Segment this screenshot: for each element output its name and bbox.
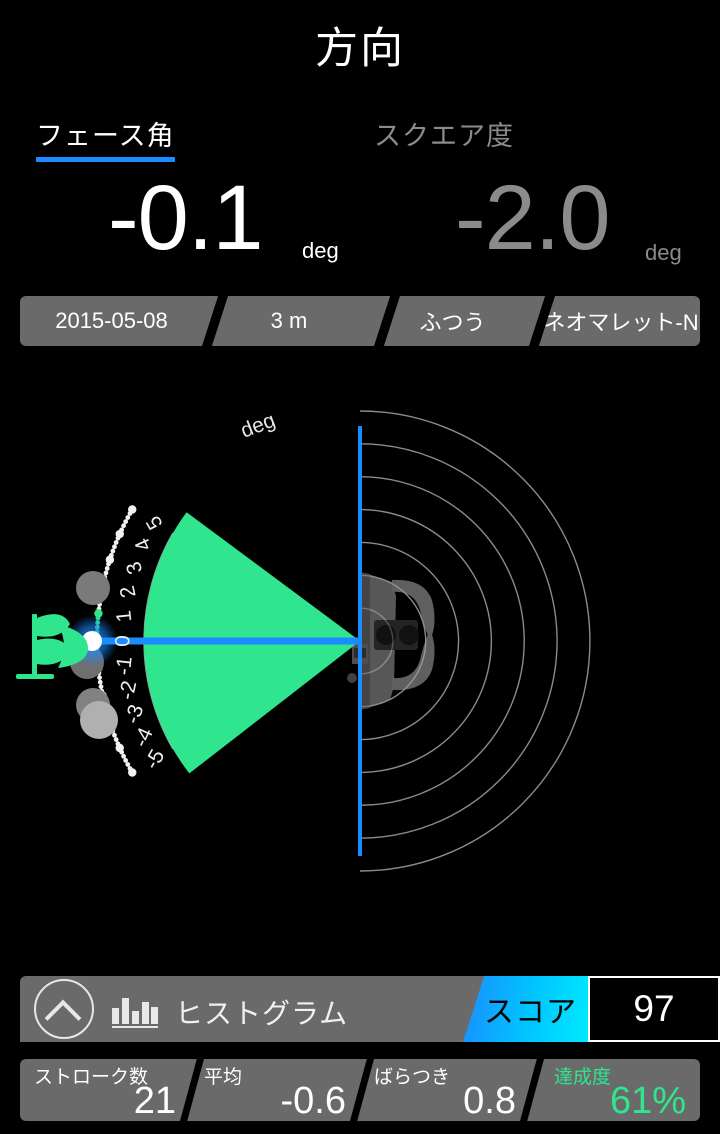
tab-square-degree[interactable]: スクエア度 bbox=[374, 114, 514, 153]
square-degree-unit: deg bbox=[645, 240, 682, 265]
svg-text:-3: -3 bbox=[121, 702, 149, 727]
stat-average-value: -0.6 bbox=[280, 1080, 346, 1121]
stat-average-label: 平均 bbox=[204, 1067, 243, 1088]
stat-variance: ばらつき 0.8 bbox=[360, 1059, 530, 1121]
svg-text:-2: -2 bbox=[115, 679, 141, 702]
face-angle-unit: deg bbox=[302, 238, 339, 263]
stat-variance-value: 0.8 bbox=[463, 1080, 516, 1121]
stat-achievement-label: 達成度 bbox=[554, 1067, 612, 1088]
deg-unit-label: deg bbox=[238, 409, 279, 443]
score-badge-label: スコア bbox=[484, 996, 577, 1029]
breadcrumb-item-date-label: 2015-05-08 bbox=[55, 308, 168, 333]
svg-text:0: 0 bbox=[112, 635, 135, 647]
face-angle-value: -0.1 bbox=[108, 167, 264, 269]
bottom-panel: ヒストグラム スコア 97 ストローク数 21 平均 -0.6 ばらつき 0.8 bbox=[0, 965, 720, 1134]
tab-active-underline bbox=[36, 157, 175, 162]
stat-achievement: 達成度 61% bbox=[530, 1059, 700, 1121]
direction-radar-chart: 54 3 2 1 0 -1 -2-3-4-5 deg bbox=[16, 409, 591, 872]
stat-achievement-value: 61% bbox=[609, 1080, 686, 1121]
svg-text:-4: -4 bbox=[129, 724, 158, 751]
chevron-up-glyph bbox=[44, 999, 82, 1037]
svg-text:2: 2 bbox=[116, 584, 141, 600]
breadcrumb-item-distance[interactable]: 3 m bbox=[203, 296, 375, 346]
svg-text:3: 3 bbox=[122, 559, 147, 577]
bar-chart-icon bbox=[112, 994, 158, 1028]
svg-text:1: 1 bbox=[112, 609, 136, 623]
score-value-box: 97 bbox=[588, 976, 720, 1042]
breadcrumb-item-club[interactable]: ネオマレット-N bbox=[530, 296, 700, 346]
histogram-label: ヒストグラム bbox=[175, 998, 349, 1029]
flag-icon bbox=[16, 614, 88, 679]
stat-average: 平均 -0.6 bbox=[190, 1059, 360, 1121]
score-badge[interactable]: スコア bbox=[463, 976, 588, 1042]
breadcrumb-item-condition-label: ふつう bbox=[419, 310, 486, 335]
stat-variance-label: ばらつき bbox=[374, 1067, 451, 1088]
breadcrumb-item-condition[interactable]: ふつう bbox=[375, 296, 530, 346]
score-value: 97 bbox=[633, 988, 675, 1029]
stat-stroke-count-label: ストローク数 bbox=[34, 1067, 149, 1088]
svg-text:-1: -1 bbox=[112, 655, 137, 676]
page-title: 方向 bbox=[315, 25, 405, 73]
tab-face-angle[interactable]: フェース角 bbox=[36, 114, 175, 162]
putter-head-icon bbox=[347, 572, 435, 710]
tab-face-angle-label: フェース角 bbox=[36, 121, 175, 151]
breadcrumb: 2015-05-08 3 m ふつう ネオマレット-N bbox=[20, 296, 700, 346]
svg-text:4: 4 bbox=[130, 534, 156, 554]
svg-text:5: 5 bbox=[142, 512, 168, 534]
chevron-up-icon[interactable] bbox=[34, 979, 94, 1039]
breadcrumb-item-club-label: ネオマレット-N bbox=[543, 310, 699, 335]
square-degree-value: -2.0 bbox=[455, 167, 611, 269]
stats-row: ストローク数 21 平均 -0.6 ばらつき 0.8 達成度 61% bbox=[20, 1059, 700, 1121]
svg-text:-5: -5 bbox=[140, 746, 169, 774]
breadcrumb-item-date[interactable]: 2015-05-08 bbox=[20, 296, 203, 346]
histogram-bar: ヒストグラム スコア 97 bbox=[20, 976, 720, 1042]
stat-stroke-count-value: 21 bbox=[133, 1080, 176, 1121]
breadcrumb-item-distance-label: 3 m bbox=[270, 308, 308, 333]
stat-stroke-count: ストローク数 21 bbox=[20, 1059, 190, 1121]
tab-square-degree-label: スクエア度 bbox=[374, 121, 514, 151]
